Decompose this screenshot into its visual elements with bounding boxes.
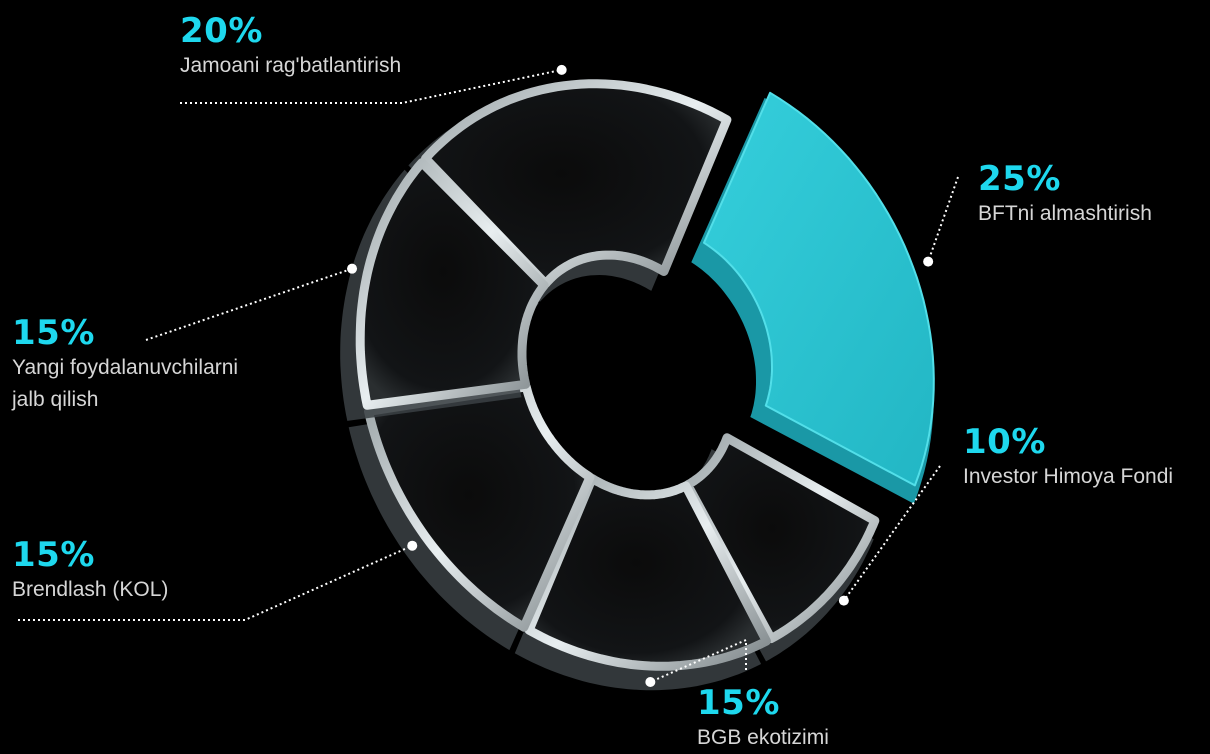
slice-name: Jamoani rag'batlantirish — [180, 50, 401, 82]
leader-dot — [923, 257, 933, 267]
slice-name: Yangi foydalanuvchilarni jalb qilish — [12, 352, 272, 416]
slice-value: 15% — [697, 684, 829, 722]
leader-line — [928, 177, 958, 262]
slice-label-jamoani: 20% Jamoani rag'batlantirish — [180, 12, 401, 82]
leader-dot — [557, 65, 567, 75]
leader-dot — [645, 677, 655, 687]
slice-label-yangi: 15% Yangi foydalanuvchilarni jalb qilish — [12, 314, 272, 416]
slice-name: BGB ekotizimi — [697, 722, 829, 754]
slice-name: Investor Himoya Fondi — [963, 461, 1173, 493]
slice-label-brendlash: 15% Brendlash (KOL) — [12, 536, 168, 606]
slice-label-investor: 10% Investor Himoya Fondi — [963, 423, 1173, 493]
slice-value: 15% — [12, 314, 272, 352]
slice-label-bft: 25% BFTni almashtirish — [978, 160, 1152, 230]
slice-label-bgb: 15% BGB ekotizimi — [697, 684, 829, 754]
leader-dot — [407, 541, 417, 551]
slice-value: 10% — [963, 423, 1173, 461]
slice-value: 25% — [978, 160, 1152, 198]
slice-value: 15% — [12, 536, 168, 574]
slice-name: BFTni almashtirish — [978, 198, 1152, 230]
leader-dot — [347, 264, 357, 274]
leader-dot — [839, 596, 849, 606]
slice-name: Brendlash (KOL) — [12, 574, 168, 606]
slice-value: 20% — [180, 12, 401, 50]
